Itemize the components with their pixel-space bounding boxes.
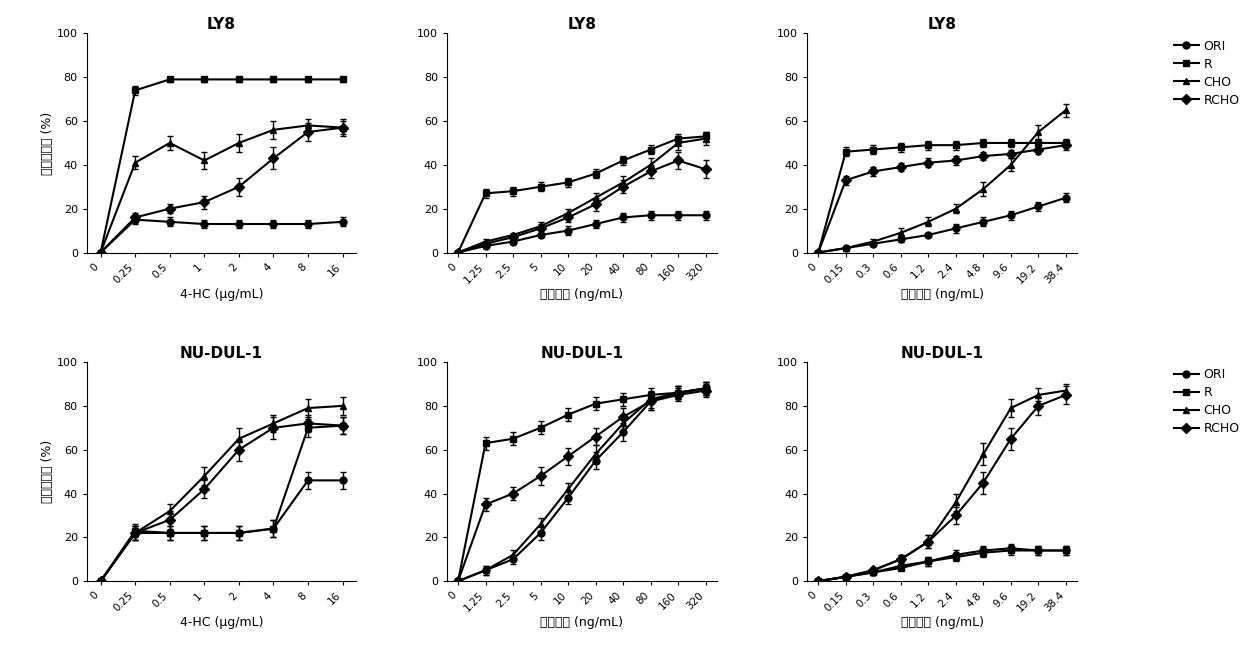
Y-axis label: 增殖抑制率 (%): 增殖抑制率 (%)	[41, 112, 55, 174]
Y-axis label: 增殖抑制率 (%): 增殖抑制率 (%)	[41, 440, 55, 503]
Legend: ORI, R, CHO, RCHO: ORI, R, CHO, RCHO	[1174, 368, 1240, 436]
Title: LY8: LY8	[568, 17, 596, 32]
X-axis label: 长春新碱 (ng/mL): 长春新碱 (ng/mL)	[900, 617, 983, 629]
X-axis label: 4-HC (μg/mL): 4-HC (μg/mL)	[180, 288, 263, 301]
X-axis label: 4-HC (μg/mL): 4-HC (μg/mL)	[180, 617, 263, 629]
Title: NU-DUL-1: NU-DUL-1	[541, 346, 624, 361]
Title: LY8: LY8	[928, 17, 956, 32]
Title: LY8: LY8	[207, 17, 236, 32]
X-axis label: 多柔比星 (ng/mL): 多柔比星 (ng/mL)	[541, 288, 624, 301]
Title: NU-DUL-1: NU-DUL-1	[900, 346, 983, 361]
Title: NU-DUL-1: NU-DUL-1	[180, 346, 263, 361]
X-axis label: 多柔比星 (ng/mL): 多柔比星 (ng/mL)	[541, 617, 624, 629]
Legend: ORI, R, CHO, RCHO: ORI, R, CHO, RCHO	[1174, 39, 1240, 107]
X-axis label: 长春新碱 (ng/mL): 长春新碱 (ng/mL)	[900, 288, 983, 301]
